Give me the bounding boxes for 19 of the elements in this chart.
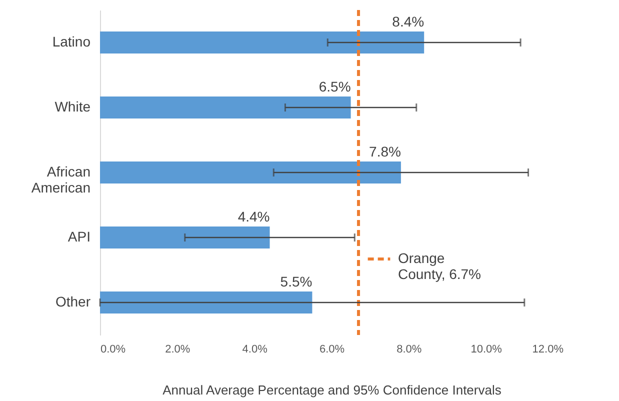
- data-label: 4.4%: [238, 208, 270, 224]
- y-tick-label: White: [54, 98, 91, 114]
- y-tick-label: Other: [55, 294, 91, 310]
- x-tick-label: 2.0%: [165, 344, 190, 356]
- x-tick-label: 10.0%: [470, 344, 502, 356]
- x-tick-label: 0.0%: [100, 344, 126, 356]
- y-tick-label: API: [68, 228, 90, 244]
- ref-line-label: Orange County, 6.7%: [398, 250, 482, 282]
- x-tick-label: 4.0%: [242, 344, 268, 356]
- x-tick-label: 8.0%: [396, 344, 422, 356]
- y-tick-label: African American: [31, 164, 90, 196]
- x-axis-title: Annual Average Percentage and 95% Confidence Intervals: [162, 382, 502, 398]
- data-label: 6.5%: [318, 78, 351, 94]
- data-label: 8.4%: [392, 14, 424, 30]
- data-label: 7.8%: [369, 144, 401, 160]
- data-label: 5.5%: [280, 274, 312, 290]
- x-tick-label: 6.0%: [319, 344, 345, 356]
- x-tick-label: 12.0%: [532, 344, 564, 356]
- y-tick-label: Latino: [52, 34, 91, 50]
